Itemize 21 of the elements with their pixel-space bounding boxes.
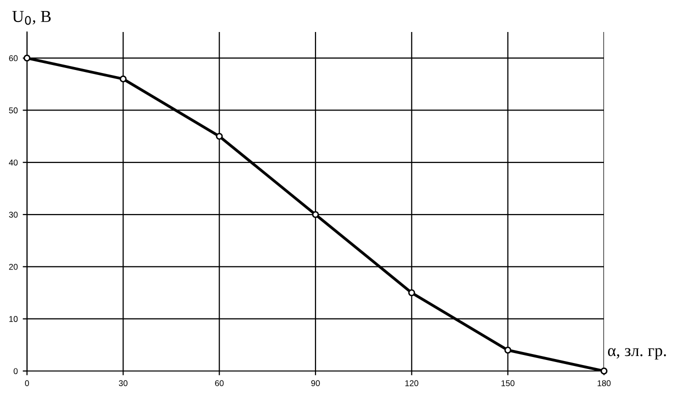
y-tick-label: 40	[8, 160, 18, 166]
x-tick-label: 120	[405, 380, 418, 386]
x-tick-label: 90	[311, 380, 320, 386]
point	[312, 211, 319, 218]
point	[216, 132, 223, 140]
x-tick-label: 150	[502, 380, 514, 386]
y-axis-title: U$_{0}$, В	[12, 11, 51, 25]
point	[504, 346, 512, 354]
y-tick-label: 30	[9, 212, 18, 218]
y-tick-label: 0	[14, 368, 18, 374]
x-tick-label: 60	[215, 380, 224, 386]
point	[120, 75, 127, 82]
y-tick-label: 50	[9, 107, 18, 114]
x-axis-title: α, зл. гр.	[608, 348, 666, 360]
x-tick-label: 0	[25, 380, 29, 386]
x-tick-label: 30	[118, 380, 128, 386]
y-tick-label: 60	[9, 55, 18, 62]
x-tick-label: 180	[598, 380, 611, 386]
point	[408, 289, 416, 296]
y-tick-label: 10	[9, 316, 18, 322]
y-tick-label: 20	[9, 264, 18, 270]
